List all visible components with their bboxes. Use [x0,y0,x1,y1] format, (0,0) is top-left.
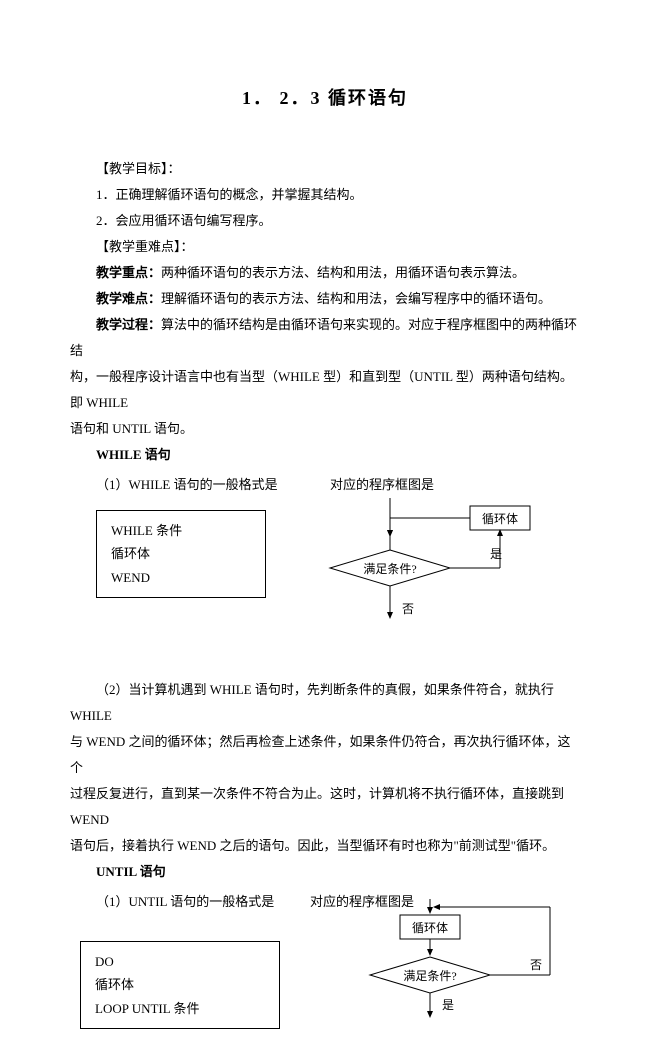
until-code-l2: 循环体 [95,973,265,996]
document-page: 1． 2．3 循环语句 【教学目标】： 1．正确理解循环语句的概念，并掌握其结构… [0,0,650,1059]
while-desc2: 与 WEND 之间的循环体；然后再检查上述条件，如果条件仍符合，再次执行循环体，… [70,729,580,781]
difficulty-header: 【教学重难点】： [70,234,580,260]
while-diagram-label: 对应的程序框图是 [330,477,434,492]
process-line1: 教学过程：算法中的循环结构是由循环语句来实现的。对应于程序框图中的两种循环结 [70,312,580,364]
while-loopbody-text: 循环体 [482,512,518,526]
while-yes-text: 是 [490,547,502,561]
until-loopbody-text: 循环体 [412,921,448,935]
process-line3: 语句和 UNTIL 语句。 [70,416,580,442]
until-format-label: （1）UNTIL 语句的一般格式是 [70,889,274,915]
objectives-header: 【教学目标】： [70,156,580,182]
while-cond-text: 满足条件? [363,562,416,576]
while-header: WHILE 语句 [70,442,580,468]
page-title: 1． 2．3 循环语句 [70,80,580,116]
until-code-box: DO 循环体 LOOP UNTIL 条件 [80,941,280,1029]
hard-text: 理解循环语句的表示方法、结构和用法，会编写程序中的循环语句。 [161,291,551,306]
until-yes-text: 是 [442,998,454,1012]
objective-1: 1．正确理解循环语句的概念，并掌握其结构。 [70,182,580,208]
while-desc4: 语句后，接着执行 WEND 之后的语句。因此，当型循环有时也称为"前测试型"循环… [70,833,580,859]
while-no-text: 否 [402,602,414,616]
while-row: （1）WHILE 语句的一般格式是 WHILE 条件 循环体 WEND 对应的程… [70,472,580,637]
while-code-l2: 循环体 [111,542,251,565]
until-no-text: 否 [530,958,542,972]
while-flowchart: 循环体 满足条件? 是 否 [290,498,550,628]
hard-point: 教学难点：理解循环语句的表示方法、结构和用法，会编写程序中的循环语句。 [70,286,580,312]
while-format-label: （1）WHILE 语句的一般格式是 [70,472,278,498]
while-left-col: （1）WHILE 语句的一般格式是 WHILE 条件 循环体 WEND [70,472,290,598]
while-code-l3: WEND [111,566,251,589]
while-desc1: （2）当计算机遇到 WHILE 语句时，先判断条件的真假，如果条件符合，就执行 … [70,677,580,729]
while-code-box: WHILE 条件 循环体 WEND [96,510,266,598]
while-desc3: 过程反复进行，直到某一次条件不符合为止。这时，计算机将不执行循环体，直接跳到 W… [70,781,580,833]
until-flowchart: 循环体 满足条件? 否 是 [330,899,590,1019]
until-right-col: 对应的程序框图是 循环体 满足条件? [310,889,590,1028]
until-code-l1: DO [95,950,265,973]
hard-label: 教学难点： [96,291,161,306]
while-right-col: 对应的程序框图是 循环体 满足条件? [290,472,580,637]
until-row: （1）UNTIL 语句的一般格式是 DO 循环体 LOOP UNTIL 条件 对… [70,889,580,1029]
process-line2: 构，一般程序设计语言中也有当型（WHILE 型）和直到型（UNTIL 型）两种语… [70,364,580,416]
key-text: 两种循环语句的表示方法、结构和用法，用循环语句表示算法。 [161,265,525,280]
objective-2: 2．会应用循环语句编写程序。 [70,208,580,234]
until-cond-text: 满足条件? [403,969,456,983]
key-label: 教学重点： [96,265,161,280]
until-left-col: （1）UNTIL 语句的一般格式是 DO 循环体 LOOP UNTIL 条件 [70,889,310,1029]
process-label: 教学过程： [96,317,161,332]
until-code-l3: LOOP UNTIL 条件 [95,997,265,1020]
while-code-l1: WHILE 条件 [111,519,251,542]
until-header: UNTIL 语句 [70,859,580,885]
key-point: 教学重点：两种循环语句的表示方法、结构和用法，用循环语句表示算法。 [70,260,580,286]
